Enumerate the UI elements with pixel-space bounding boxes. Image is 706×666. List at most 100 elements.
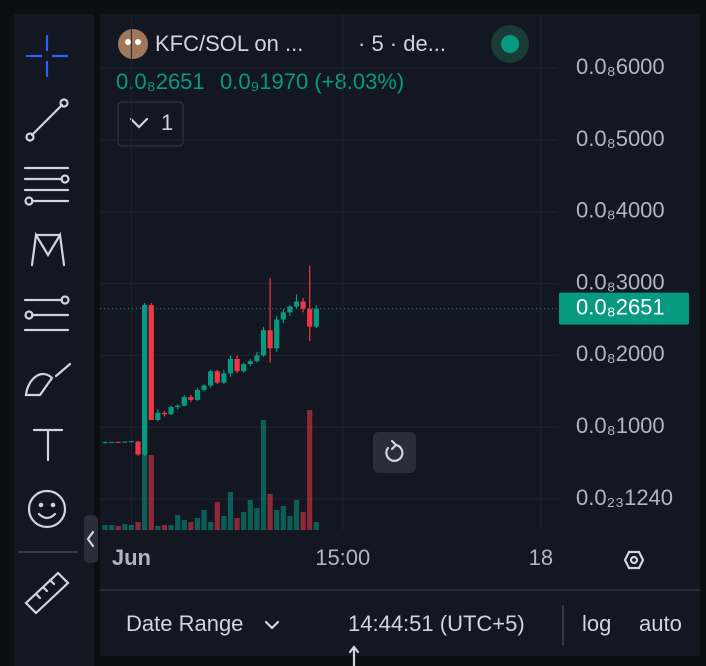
header-change: 0.0₉1970 (+8.03%) [220,69,404,94]
symbol-avatar-eye [125,39,131,45]
candle-body [307,308,313,327]
volume-bar [148,455,154,530]
volume-bar [122,524,128,530]
volume-bar [128,525,135,530]
candle-body [122,441,128,443]
chart-panel [100,14,700,656]
volume-bar [214,502,220,530]
candle-body [274,319,280,349]
candle-body [287,306,293,313]
header-price: 0.0₈2651 [116,69,205,94]
y-tick-label: 0.0₈3000 [576,269,665,294]
pattern-tool[interactable] [30,231,66,267]
candle-body [181,397,187,406]
reset-button[interactable] [373,432,416,473]
candle-body [194,389,201,400]
y-tick-label: 0.0₈1000 [576,413,665,438]
x-tick-label: 18 [529,545,553,570]
candle-body [280,312,286,320]
volume-bar [168,525,174,530]
candle-body [188,397,194,400]
log-toggle[interactable]: log [582,611,611,636]
volume-bar [188,522,194,530]
volume-bar [267,494,273,530]
trend-line-tool[interactable] [25,98,69,142]
symbol-avatar [118,29,148,59]
indicator-count: 1 [161,110,173,135]
prediction-tool[interactable] [23,295,70,332]
candle-body [241,364,247,372]
crosshair-tool[interactable] [26,35,68,77]
candle-body [155,412,161,421]
last-price-label: 0.0₈2651 [576,294,665,319]
volume-bar [247,500,253,530]
date-range-chevron [264,620,280,630]
candle-body [128,441,135,443]
dropdown-chevron [129,117,149,129]
auto-toggle[interactable]: auto [639,611,682,636]
candle-body [148,305,154,421]
volume-bar [175,515,181,530]
volume-bar [307,410,313,530]
volume-bar [254,508,260,530]
y-tick-label: 0.0₈2000 [576,341,665,366]
toolbar [14,14,94,666]
volume-bar [260,420,267,530]
toolbar-toggle[interactable] [84,515,98,563]
candle-body [109,441,115,443]
candle-body [221,373,227,383]
candle-body [168,407,174,415]
volume-bar [287,516,293,530]
emoji-tool[interactable] [27,489,67,529]
volume-bar [208,522,214,530]
candle-body [260,330,267,356]
indicator-dropdown[interactable] [117,101,184,147]
candle-body [300,301,306,309]
candle-body [175,405,181,408]
volume-bar [300,512,306,530]
candle-body [115,441,121,443]
volume-bar [109,525,115,530]
volume-bar [234,518,240,530]
candle-body [293,301,300,307]
volume-bar [227,492,234,530]
volume-bar [241,512,247,530]
candle-body [313,308,319,327]
volume-bar [194,518,201,530]
last-price-badge [559,292,689,325]
volume-bar [293,500,300,530]
candle-body [135,441,141,455]
y-tick-label: 0.0₈6000 [576,54,665,79]
fib-tool[interactable] [23,166,70,206]
text-tool[interactable] [32,428,64,462]
volume-bar [135,522,141,530]
candle-body [102,442,108,444]
y-tick-label: 0.0₈4000 [576,198,665,223]
volume-bar [161,525,168,530]
toolbar-toggle-icon [86,530,95,548]
settings-button[interactable] [623,550,645,570]
brush-tool[interactable] [24,362,72,397]
candle-body [234,358,240,372]
x-tick-label: Jun [112,545,151,570]
y-tick-label: 0.0₈5000 [576,126,665,151]
volume-bar [313,522,319,530]
clock[interactable]: 14:44:51 (UTC+5) [348,611,525,636]
status-dot [501,35,519,53]
candle-body [208,371,214,386]
symbol-name[interactable]: KFC/SOL on ... [155,31,303,56]
ruler-tool[interactable] [24,571,70,615]
candle-body [161,412,168,415]
volume-bar [181,520,187,530]
candle-body [247,361,253,365]
candle-body [142,305,148,455]
candle-body [201,385,207,390]
volume-bar [201,510,207,530]
symbol-interval[interactable]: · 5 · de... [358,31,446,56]
volume-bar [274,510,280,530]
volume-bar [155,526,161,530]
scroll-handle [348,645,360,666]
y-tick-label: 0.0₂₃1240 [576,485,673,510]
date-range-button[interactable]: Date Range [126,611,243,636]
